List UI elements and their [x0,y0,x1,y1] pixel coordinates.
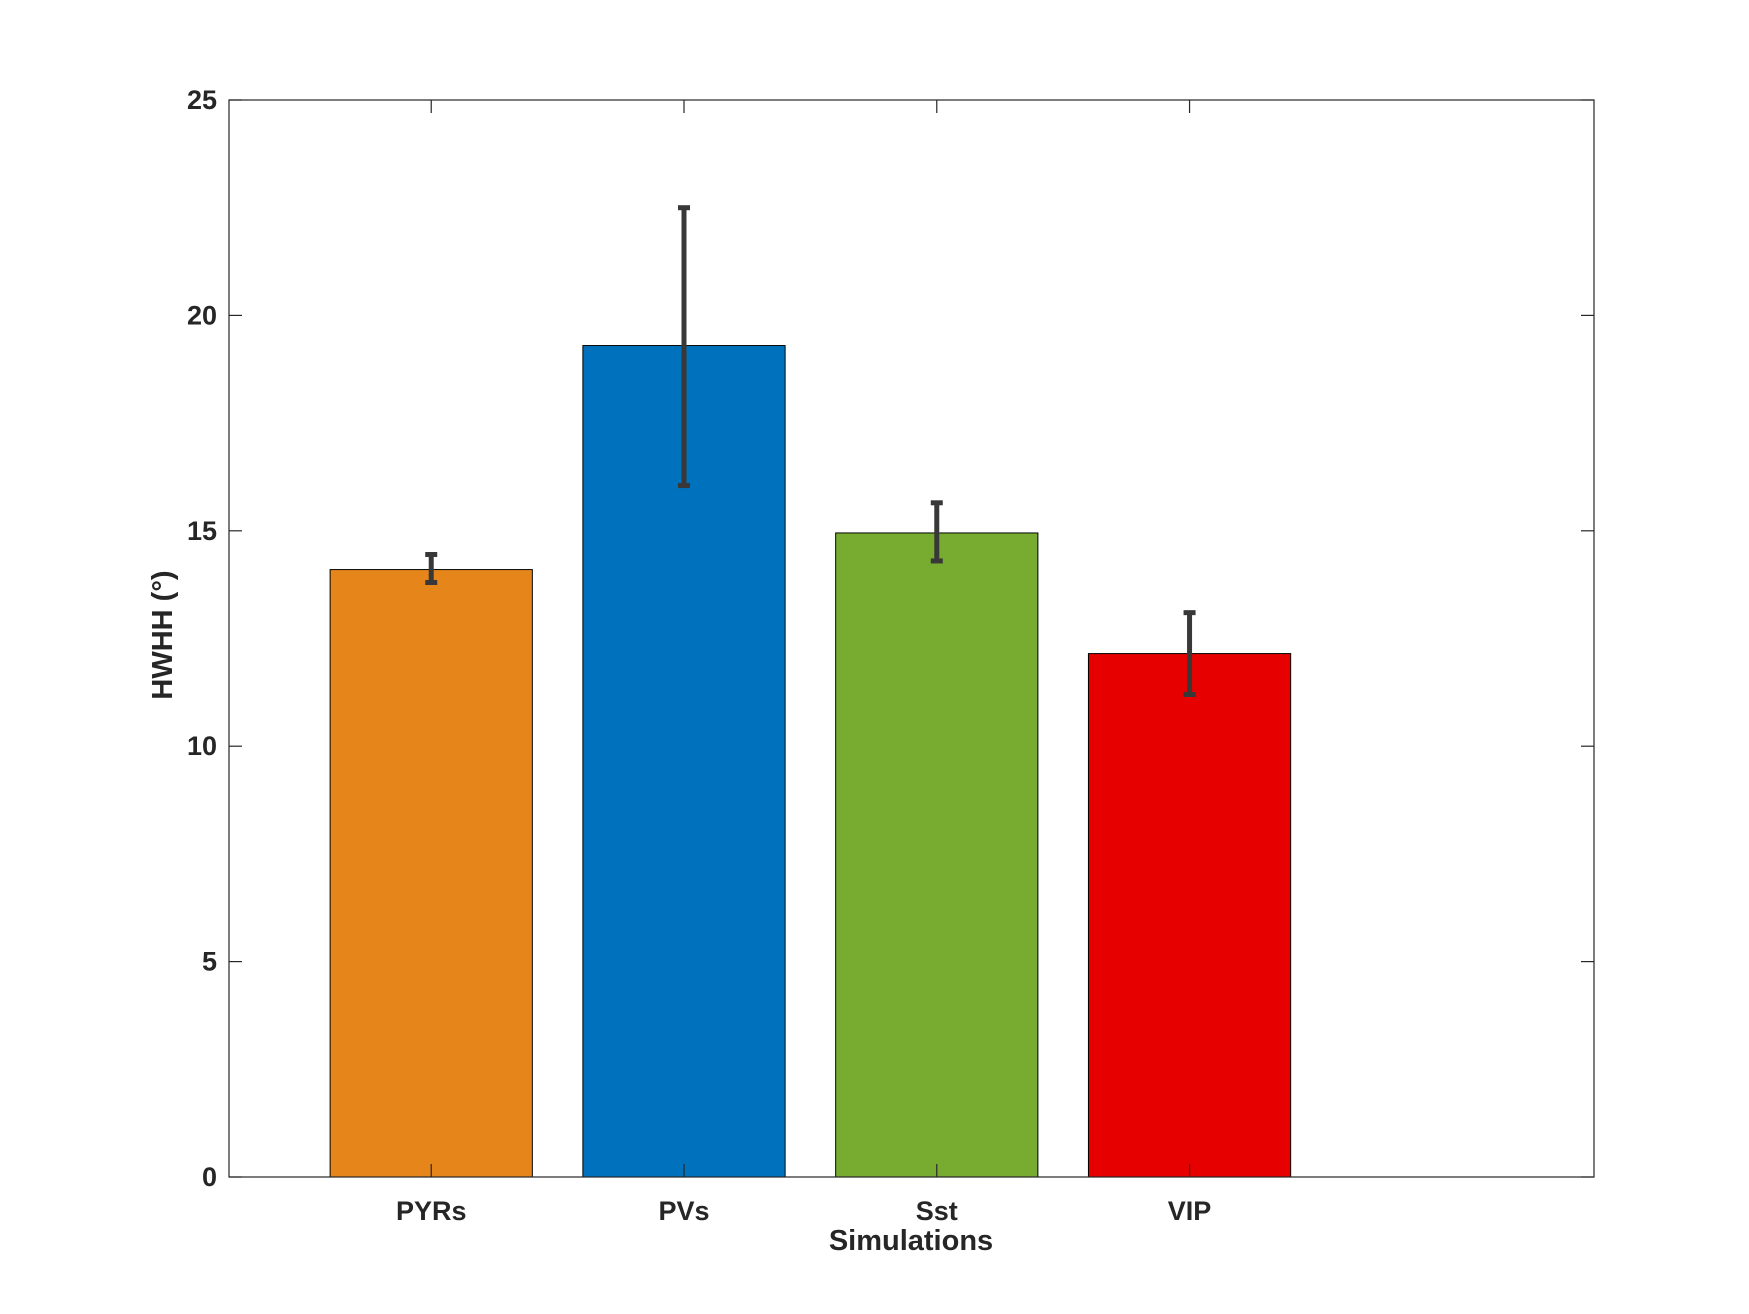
x-tick-label: Sst [916,1196,958,1226]
x-tick-label: PYRs [396,1196,467,1226]
y-tick-label: 15 [187,516,217,546]
x-tick-label: PVs [658,1196,709,1226]
plot-area: 0 5 10 15 20 25 PYRs PVs Sst VIP [187,85,1595,1226]
y-tick-label: 10 [187,731,217,761]
axes-box [228,99,1595,1178]
y-tick-label: 25 [187,85,217,115]
y-tick-label: 20 [187,300,217,330]
y-axis-label: HWHH (°) [147,570,179,699]
x-tick-label: VIP [1168,1196,1212,1226]
bar-vip [1087,653,1292,1178]
bar-pyrs [329,569,533,1178]
x-axis-label: Simulations [829,1225,993,1257]
y-tick-label: 5 [202,947,217,977]
bar-sst [835,532,1039,1178]
y-tick-label: 0 [202,1162,217,1192]
